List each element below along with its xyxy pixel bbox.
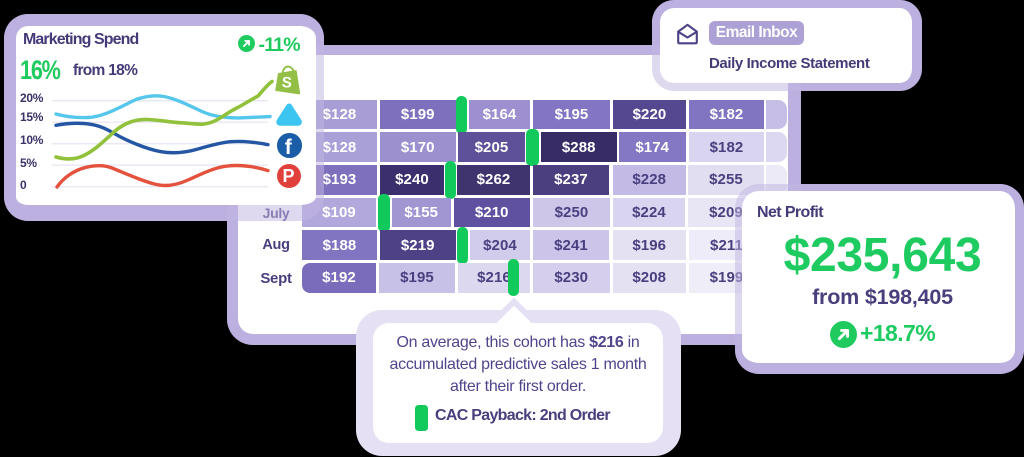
svg-text:S: S (281, 74, 292, 92)
